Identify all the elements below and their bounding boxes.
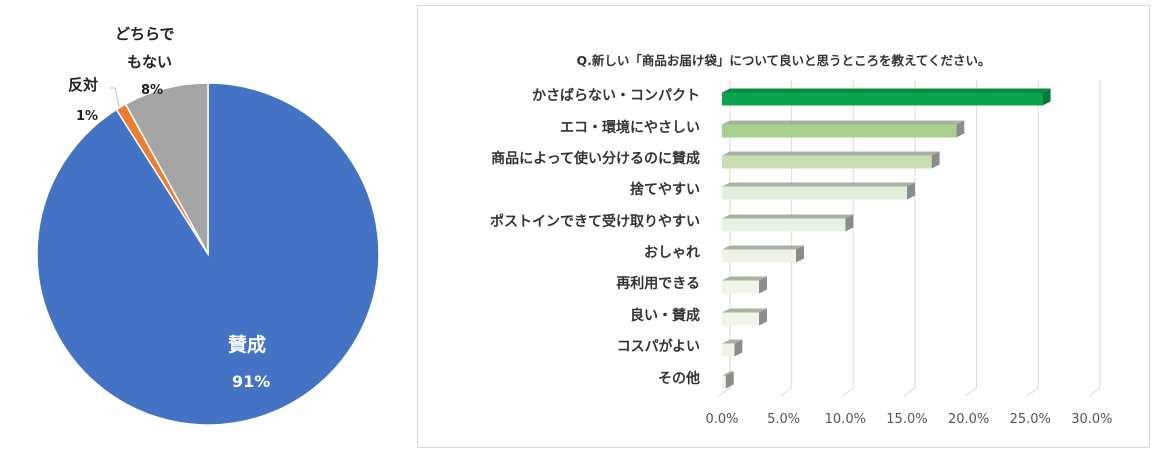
bar-front-face: [722, 343, 735, 357]
bar-front-face: [722, 249, 796, 263]
pie-pct-disagree: 1%: [76, 109, 99, 124]
bar-top-face: [722, 308, 767, 313]
bar-side-face: [906, 182, 915, 200]
x-tick-label: 0.0%: [705, 412, 739, 427]
chart-title: Q.新しい「商品お届け袋」について良いと思うところを教えてください。: [576, 53, 991, 68]
bar: [722, 276, 767, 294]
pie-chart-graphic: [36, 82, 380, 426]
bar-side-face: [931, 151, 940, 169]
bar-front-face: [722, 312, 759, 326]
bar-front-face: [722, 124, 957, 138]
bar: [722, 120, 965, 138]
gridline-floor: [1088, 387, 1101, 397]
category-label: 捨てやすい: [630, 182, 700, 198]
bar-top-face: [722, 339, 743, 344]
category-label: 再利用できる: [616, 276, 700, 292]
bar-side-face: [845, 214, 854, 232]
gridline-floor: [965, 387, 977, 397]
pie-slice-agree: [36, 82, 380, 426]
bar-front-face: [722, 218, 846, 232]
bar-front-face: [722, 186, 907, 200]
pie-label-agree: 賛成: [228, 334, 267, 356]
pie-chart: どちらで もない 8% 反対 1% 賛成 91%: [0, 0, 410, 452]
gridline-floor: [780, 387, 792, 397]
bar-top-face: [722, 214, 854, 219]
x-tick-label: 25.0%: [1009, 412, 1051, 427]
bar-top-face: [722, 151, 940, 156]
pie-slice-neither: [124, 82, 209, 255]
bar-top-face: [722, 245, 804, 250]
gridline-floor: [718, 387, 731, 397]
bar-side-face: [758, 276, 767, 294]
bar-front-face: [722, 375, 726, 389]
bar-side-face: [734, 339, 743, 357]
bar-front-face: [722, 92, 1043, 106]
bar-top-face: [722, 182, 915, 187]
pie-label-disagree: 反対: [68, 76, 99, 94]
gridline-floor: [903, 387, 916, 397]
category-label: その他: [658, 371, 700, 387]
bar-top-face: [722, 276, 767, 281]
bar-front-face: [722, 155, 932, 169]
category-label: 良い・賛成: [630, 308, 700, 324]
bar-side-face: [956, 120, 965, 138]
gridline-floor: [1026, 387, 1039, 397]
x-tick-label: 10.0%: [824, 412, 866, 427]
pie-pct-neither: 8%: [141, 83, 164, 98]
category-label: 商品によって使い分けるのに賛成: [491, 151, 700, 167]
bar: [722, 88, 1051, 106]
category-label: かさばらない・コンパクト: [532, 88, 700, 104]
x-tick-label: 30.0%: [1071, 412, 1113, 427]
x-tick-label: 15.0%: [886, 412, 928, 427]
bar: [722, 214, 854, 232]
category-label: ポストインできて受け取りやすい: [490, 214, 700, 230]
category-label: おしゃれ: [644, 245, 700, 261]
bar-side-face: [1042, 88, 1051, 106]
bar: [722, 245, 804, 263]
bar: [722, 182, 915, 200]
bar-top-face: [722, 88, 1051, 93]
category-label: コスパがよい: [616, 339, 700, 355]
bar: [722, 371, 734, 389]
bar: [722, 339, 743, 357]
pie-label-neither-line1: どちらで: [115, 25, 175, 43]
x-tick-label: 20.0%: [947, 412, 990, 427]
bar-side-face: [758, 308, 767, 326]
gridline-floor: [842, 387, 854, 397]
bar-front-face: [722, 280, 759, 294]
bar-side-face: [795, 245, 804, 263]
pie-pct-agree: 91%: [232, 372, 271, 391]
bar: [722, 308, 767, 326]
bar: [722, 151, 940, 169]
bar-top-face: [722, 371, 734, 376]
bar-side-face: [725, 371, 734, 389]
category-label: エコ・環境にやさしい: [560, 120, 700, 136]
x-tick-label: 5.0%: [767, 412, 801, 427]
pie-leader-line: [110, 87, 120, 107]
pie-label-neither-line2: もない: [127, 53, 173, 71]
bar-top-face: [722, 120, 965, 125]
